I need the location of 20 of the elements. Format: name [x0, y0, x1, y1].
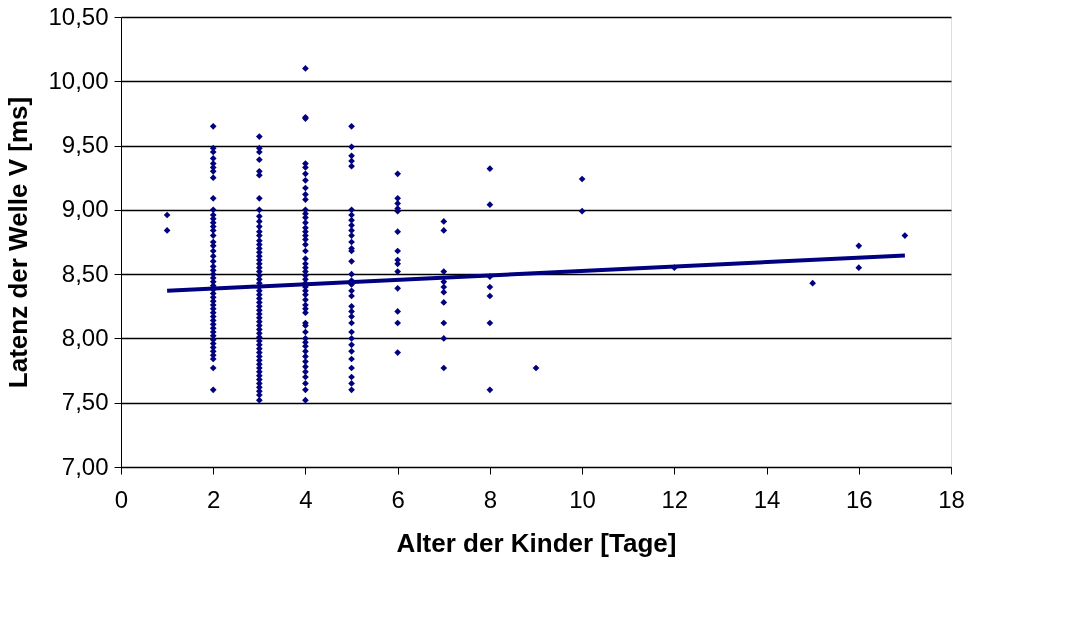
y-tick-label: 8,00 [61, 323, 109, 351]
y-tick-label: 8,50 [61, 259, 109, 287]
x-tick-label: 18 [938, 485, 965, 513]
x-tick-label: 4 [299, 485, 313, 513]
x-tick-label: 16 [845, 485, 873, 513]
y-tick-label: 9,50 [61, 131, 109, 159]
x-tick-label: 8 [483, 485, 498, 513]
y-tick-label: 7,50 [61, 388, 109, 416]
x-tick-label: 14 [753, 485, 781, 513]
x-tick-label: 6 [391, 485, 405, 513]
x-tick-label: 2 [207, 485, 221, 513]
y-tick-label: 7,00 [61, 452, 109, 480]
x-tick-label: 10 [569, 485, 596, 513]
x-tick-label: 12 [661, 485, 689, 513]
y-axis-title: Latenz der Welle V [ms] [3, 96, 34, 389]
x-tick-label: 0 [114, 485, 129, 513]
y-tick-label: 10,50 [48, 2, 109, 30]
y-tick-label: 9,00 [61, 195, 109, 223]
y-tick-label: 10,00 [48, 66, 109, 94]
x-axis-title: Alter der Kinder [Tage] [396, 527, 677, 558]
